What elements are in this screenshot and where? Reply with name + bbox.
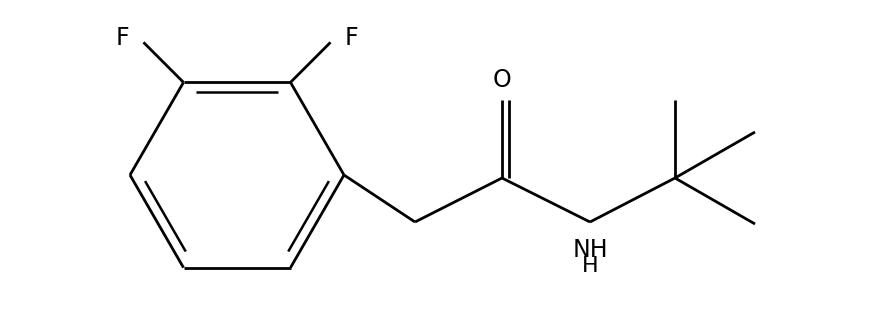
Text: O: O — [493, 68, 512, 92]
Text: F: F — [344, 26, 358, 50]
Text: F: F — [116, 26, 130, 50]
Text: NH: NH — [573, 238, 607, 262]
Text: H: H — [582, 256, 599, 276]
